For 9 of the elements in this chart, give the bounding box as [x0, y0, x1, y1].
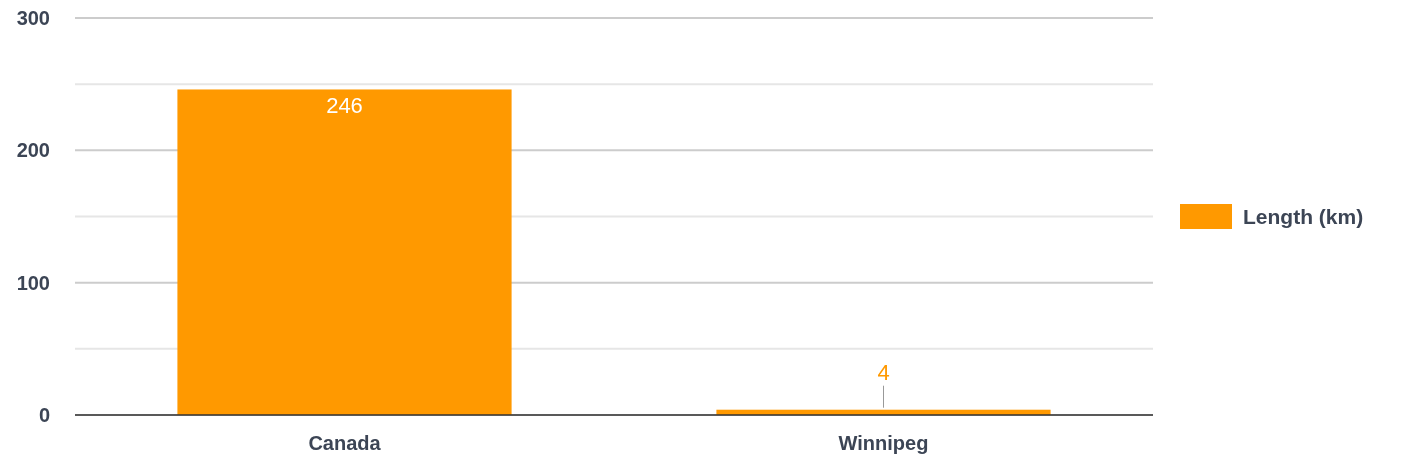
x-tick-label: Winnipeg [838, 432, 929, 454]
data-label: 4 [877, 359, 890, 385]
x-tick-label: Canada [308, 432, 382, 454]
legend-label: Length (km) [1243, 205, 1364, 228]
y-tick-label: 100 [16, 271, 50, 294]
y-tick-label: 0 [38, 404, 50, 426]
y-tick-label: 200 [16, 139, 50, 162]
data-label: 246 [326, 93, 363, 119]
y-tick-label: 300 [16, 7, 50, 29]
